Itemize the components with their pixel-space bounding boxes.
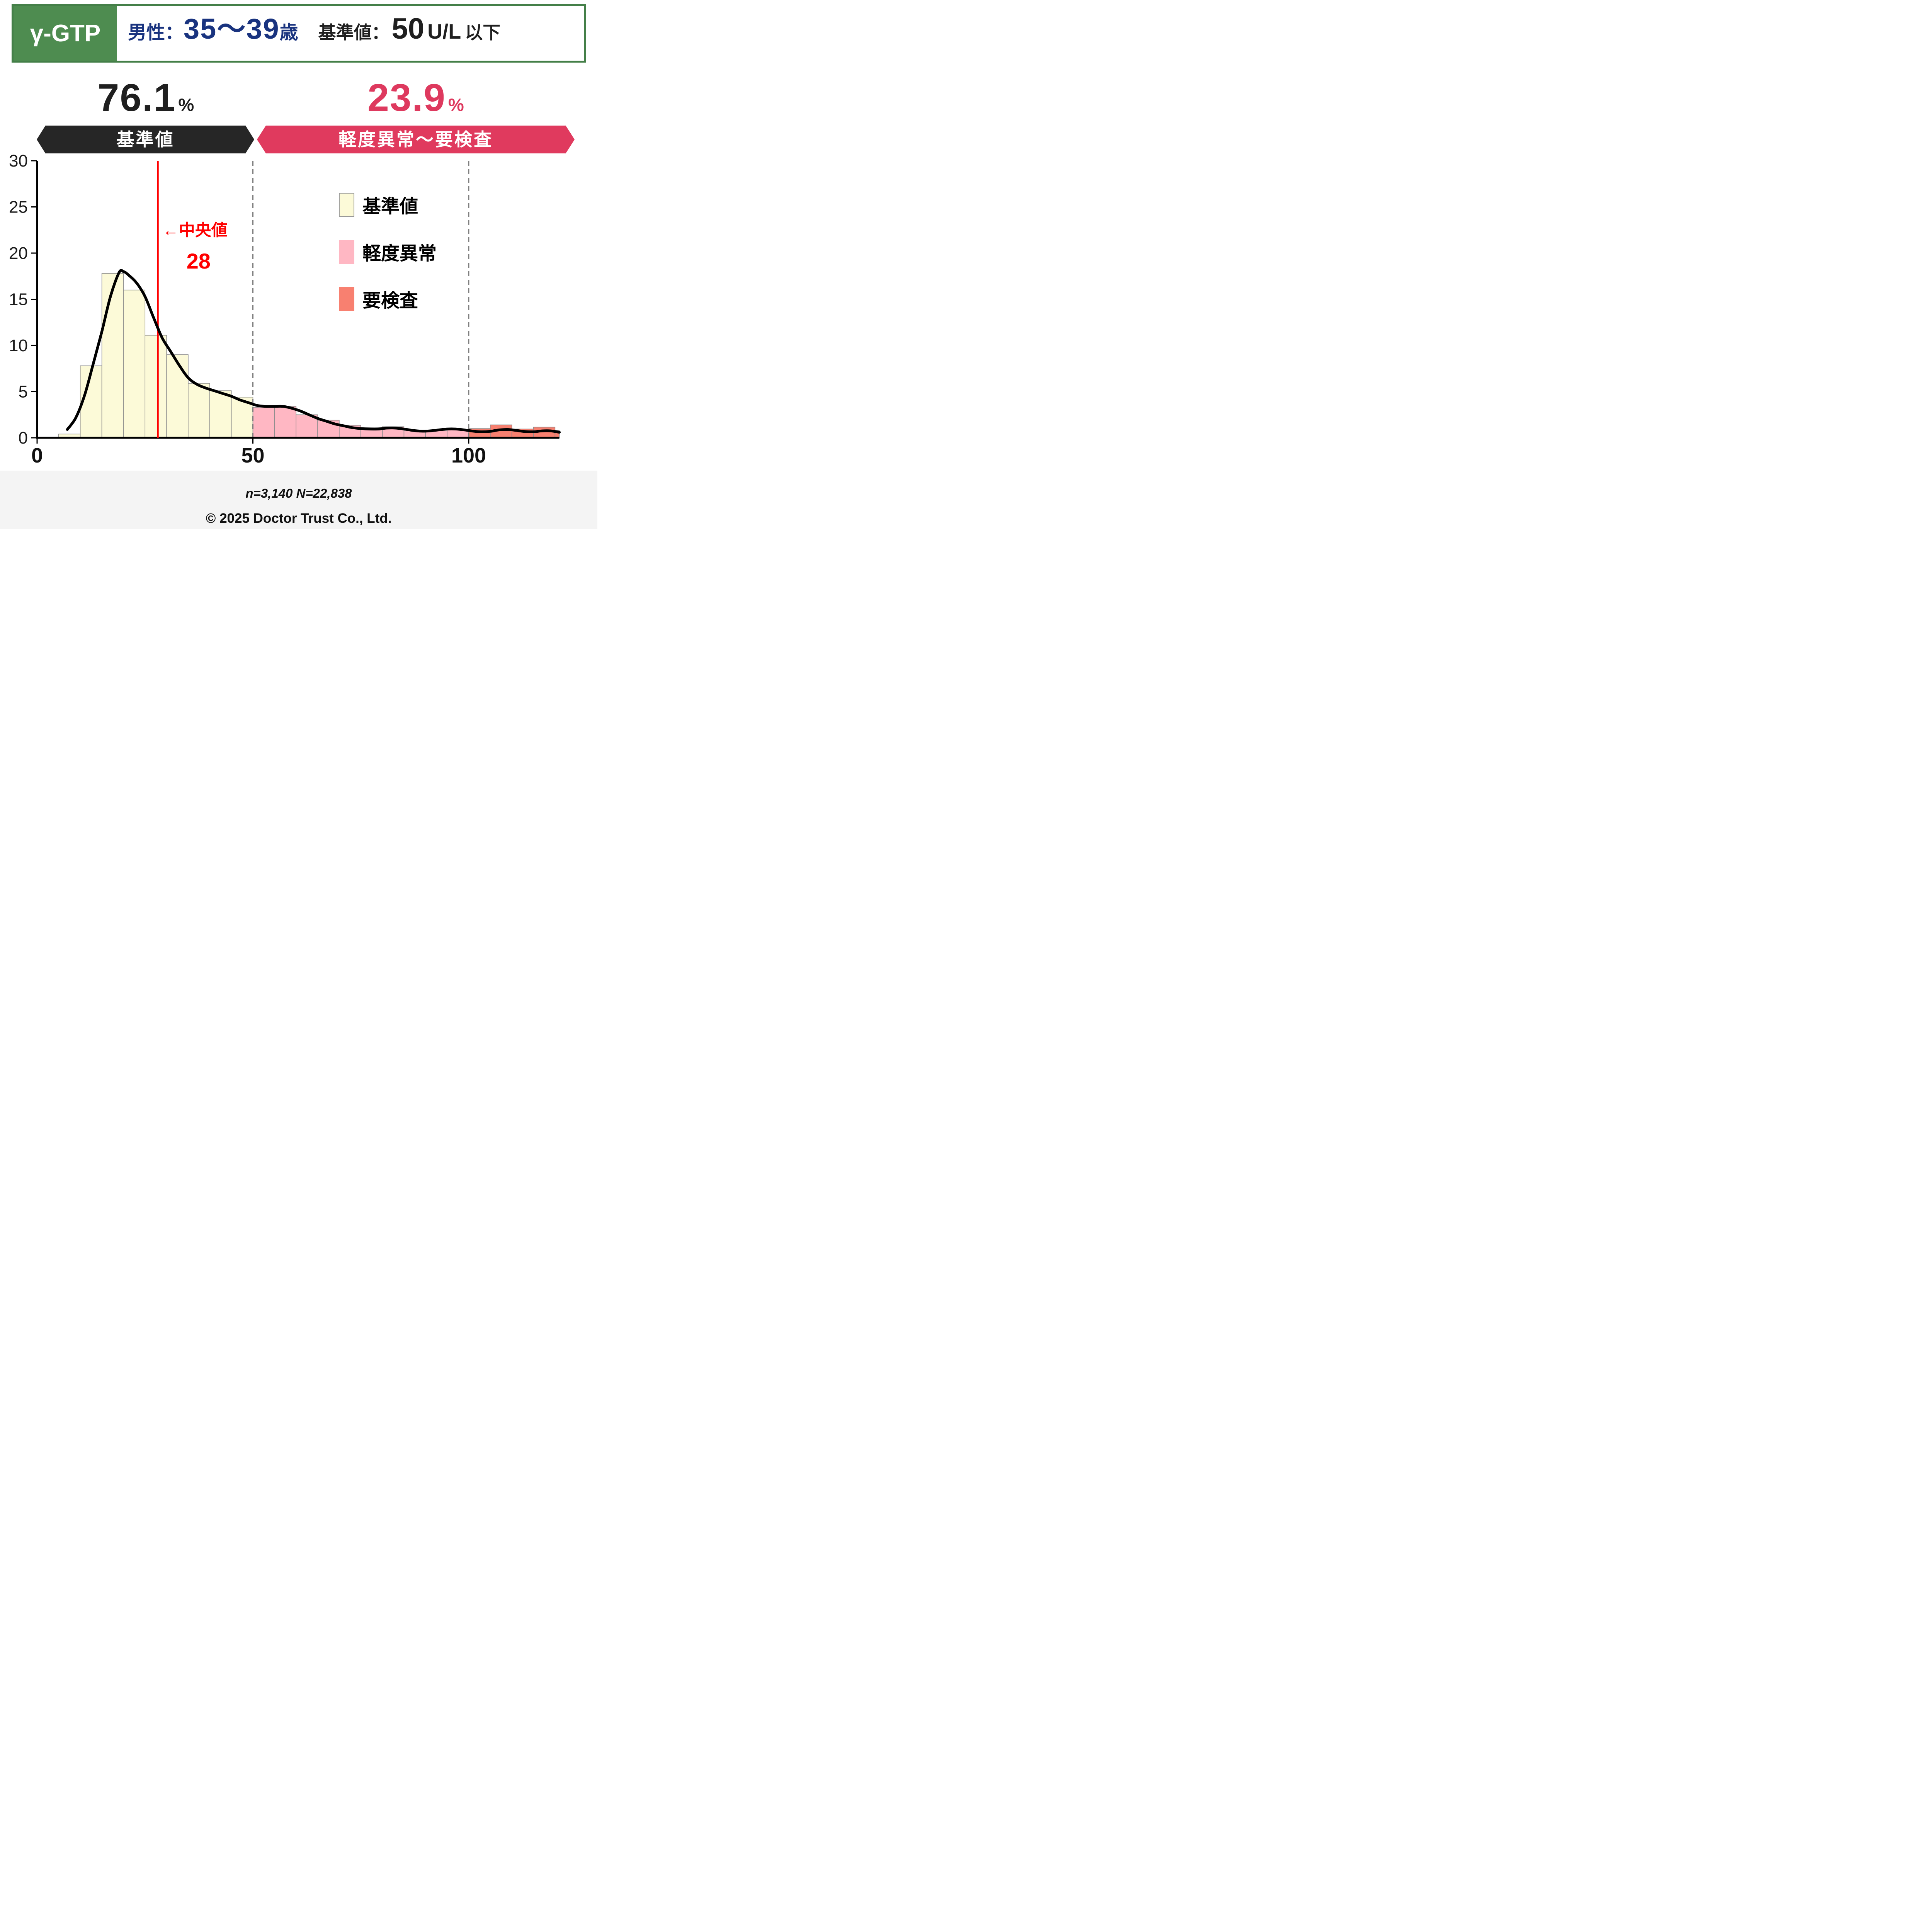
y-tick-label: 5 <box>19 383 28 401</box>
normal-percentage-value: 76.1 <box>97 76 176 119</box>
median-label: ←中央値 <box>163 221 228 239</box>
age-suffix: 歳 <box>279 22 298 43</box>
reference-suffix: 以下 <box>465 22 501 43</box>
legend-swatch <box>339 240 354 264</box>
abnormal-percentage: 23.9% <box>257 76 575 120</box>
abnormal-percentage-sign: % <box>448 95 464 115</box>
legend-swatch <box>339 287 354 311</box>
median-value: 28 <box>187 249 211 273</box>
histogram-bar <box>188 383 210 438</box>
reference-group: 基準値：50 U/L 以下 <box>318 12 501 46</box>
y-tick-label: 15 <box>9 290 28 309</box>
y-tick-label: 10 <box>9 336 28 355</box>
histogram-bar <box>209 390 232 438</box>
test-name-label: γ-GTP <box>30 20 101 47</box>
histogram-bar <box>145 335 167 438</box>
demographic-prefix: 男性： <box>128 22 184 43</box>
abnormal-band-ribbon: 軽度異常〜要検査 <box>257 126 575 153</box>
normal-band-label: 基準値 <box>116 129 175 150</box>
density-curve <box>66 269 561 434</box>
sample-size-note: n=3,140 N=22,838 <box>245 486 352 500</box>
header-text: 男性：35〜39歳 基準値：50 U/L 以下 <box>117 6 500 61</box>
legend-label: 基準値 <box>362 196 418 217</box>
legend-swatch <box>339 193 354 217</box>
histogram-bar <box>252 407 275 438</box>
reference-unit: U/L <box>427 20 461 43</box>
reference-value: 50 <box>391 12 425 45</box>
abnormal-band-label: 軽度異常〜要検査 <box>338 129 493 150</box>
normal-percentage: 76.1% <box>37 76 255 120</box>
header: γ-GTP 男性：35〜39歳 基準値：50 U/L 以下 <box>12 4 586 63</box>
histogram-bar <box>123 289 146 438</box>
legend-label: 要検査 <box>362 291 418 311</box>
x-tick-label: 50 <box>241 444 264 467</box>
x-tick-label: 100 <box>451 444 486 467</box>
gtp-distribution-page: { "header": { "test_name": "γ-GTP", "dem… <box>0 0 597 529</box>
normal-band-ribbon: 基準値 <box>37 126 254 153</box>
histogram-bar <box>274 406 297 438</box>
legend-label: 軽度異常 <box>362 243 437 264</box>
footer: n=3,140 N=22,838 © 2025 Doctor Trust Co.… <box>0 471 597 529</box>
y-tick-label: 30 <box>9 155 28 170</box>
histogram-bar <box>101 273 124 438</box>
y-tick-label: 20 <box>9 244 28 263</box>
y-tick-label: 25 <box>9 198 28 217</box>
copyright-text: © 2025 Doctor Trust Co., Ltd. <box>206 511 392 526</box>
age-range: 35〜39 <box>184 13 280 45</box>
reference-label: 基準値： <box>318 22 389 43</box>
normal-percentage-sign: % <box>178 95 194 115</box>
y-tick-label: 0 <box>19 429 28 447</box>
histogram-bar <box>166 354 189 438</box>
abnormal-percentage-value: 23.9 <box>367 76 446 119</box>
demographic-group: 男性：35〜39歳 <box>128 6 298 47</box>
test-name-badge: γ-GTP <box>14 6 117 61</box>
x-tick-label: 0 <box>31 444 43 467</box>
